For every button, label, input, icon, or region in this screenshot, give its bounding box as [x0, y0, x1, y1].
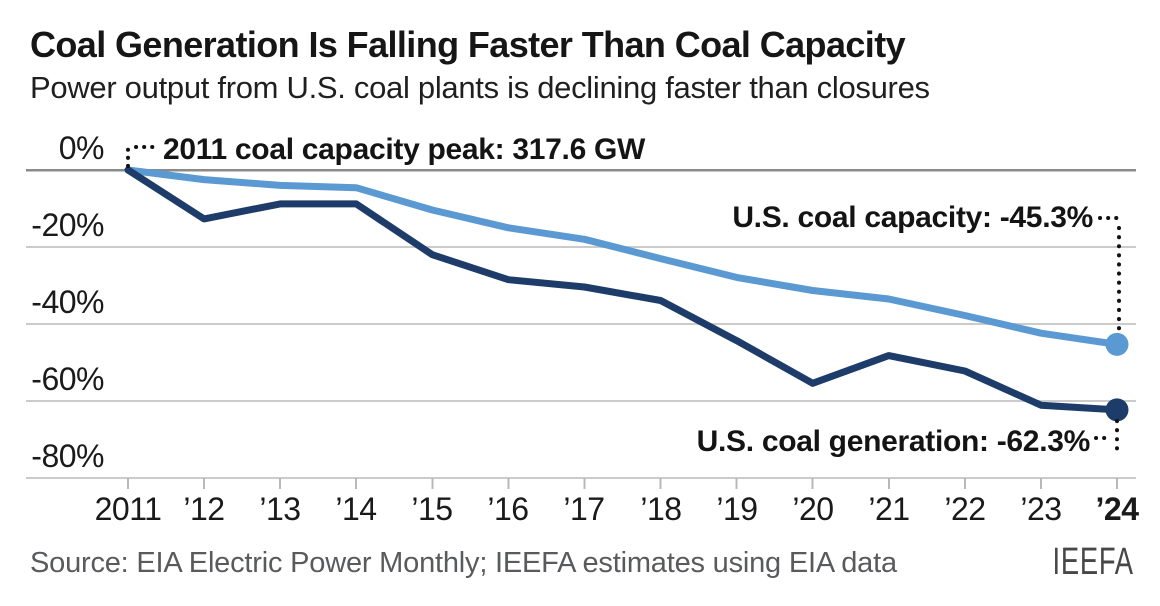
capacity-annotation: U.S. coal capacity: -45.3% — [732, 202, 1093, 234]
generation-annotation-value: -62.3% — [996, 425, 1091, 458]
chart-subtitle: Power output from U.S. coal plants is de… — [30, 70, 930, 105]
u-s-coal-capacity-line — [124, 166, 1121, 348]
x-tick-label: ’23 — [1020, 491, 1062, 527]
y-tick-label: -20% — [31, 207, 104, 243]
x-tick-label: ’16 — [487, 491, 529, 527]
y-tick-label: 0% — [58, 130, 105, 166]
chart-title: Coal Generation Is Falling Faster Than C… — [30, 24, 906, 65]
x-tick-label: ’24 — [1095, 491, 1139, 527]
ieefa-logo: IEEFA — [1052, 541, 1134, 583]
x-tick-label: ’20 — [792, 491, 834, 527]
x-tick-label: ’19 — [716, 491, 758, 527]
annotation-leader-lines — [126, 143, 1126, 452]
u-s-coal-capacity-endpoint-dot — [1105, 332, 1129, 356]
y-tick-label: -40% — [31, 284, 104, 320]
x-tick-label: ’12 — [183, 491, 225, 527]
x-tick-label: ’15 — [411, 491, 453, 527]
x-tick-label: ’13 — [259, 491, 301, 527]
y-tick-label: -60% — [31, 361, 104, 397]
generation-annotation: U.S. coal generation: -62.3% — [696, 425, 1091, 458]
x-tick-label: 2011 — [94, 491, 162, 527]
x-tick-label: ’21 — [868, 491, 910, 527]
generation-annotation-label: U.S. coal generation: — [696, 425, 989, 458]
source-text: Source: EIA Electric Power Monthly; IEEF… — [30, 547, 897, 579]
u-s-coal-generation-line — [124, 166, 1121, 414]
x-tick-label: ’22 — [944, 491, 986, 527]
capacity-annotation-label: U.S. coal capacity: — [732, 201, 992, 234]
x-axis-ticks — [127, 478, 1118, 489]
gridlines — [26, 168, 1136, 479]
u-s-coal-generation-endpoint-dot — [1105, 398, 1129, 422]
x-tick-label: ’17 — [563, 491, 605, 527]
peak-annotation: 2011 coal capacity peak: 317.6 GW — [163, 133, 646, 166]
y-tick-label: -80% — [31, 438, 104, 474]
x-tick-label: ’18 — [640, 491, 682, 527]
series-lines — [124, 166, 1129, 422]
capacity-annotation-value: -45.3% — [999, 201, 1094, 234]
x-tick-label: ’14 — [335, 491, 377, 527]
